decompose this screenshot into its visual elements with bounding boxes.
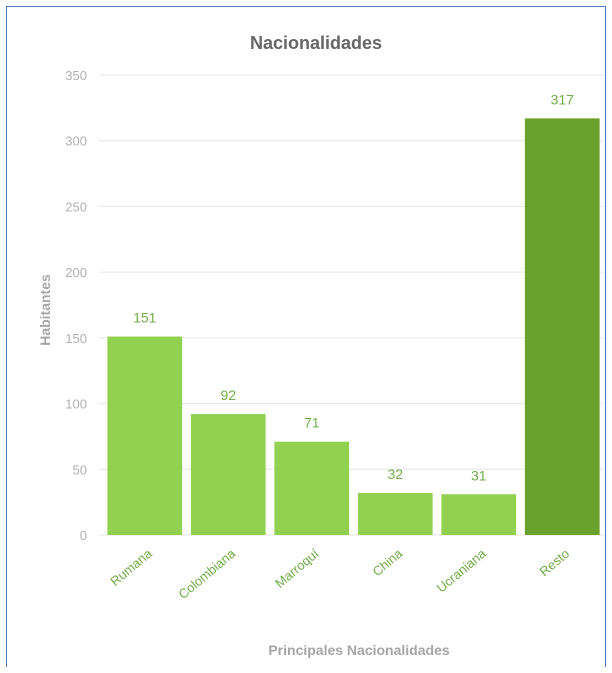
data-label-1: 92 [220,387,236,403]
y-tick-label-1: 50 [73,462,87,477]
y-tick-label-2: 100 [65,397,87,412]
bar-marroquí [274,441,350,535]
chart-svg: 0 50 100 150 200 250 300 350 151 Rumana 92 Colombia… [37,33,604,658]
bar-ucraniana [441,494,517,535]
y-tick-label-3: 150 [65,331,87,346]
data-label-0: 151 [133,310,157,326]
category-label-0: Rumana [107,545,155,589]
y-tick-label-6: 300 [65,134,87,149]
y-tick-label-4: 200 [65,265,87,280]
category-label-4: Ucraniana [434,545,490,595]
y-tick-label-5: 250 [65,199,87,214]
bar-layer [107,118,600,535]
data-label-3: 32 [387,466,403,482]
y-tick-label-7: 350 [65,68,87,83]
category-label-5: Resto [537,546,573,579]
category-label-3: China [370,545,406,579]
y-tick-label-0: 0 [80,528,87,543]
category-label-2: Marroquí [272,546,322,591]
bar-china [357,492,433,535]
y-axis-title: Habitantes [37,274,53,346]
grid-layer [99,74,604,536]
chart-frame: 0 50 100 150 200 250 300 350 151 Rumana 92 Colombia… [6,6,606,667]
data-label-2: 71 [304,415,320,431]
bar-resto [524,118,600,535]
category-label-1: Colombiana [175,545,238,602]
chart-title: Nacionalidades [250,33,382,53]
data-label-5: 317 [551,91,575,107]
bar-colombiana [190,414,266,535]
x-axis-title: Principales Nacionalidades [268,642,450,658]
bar-rumana [107,336,183,535]
data-label-4: 31 [471,467,487,483]
